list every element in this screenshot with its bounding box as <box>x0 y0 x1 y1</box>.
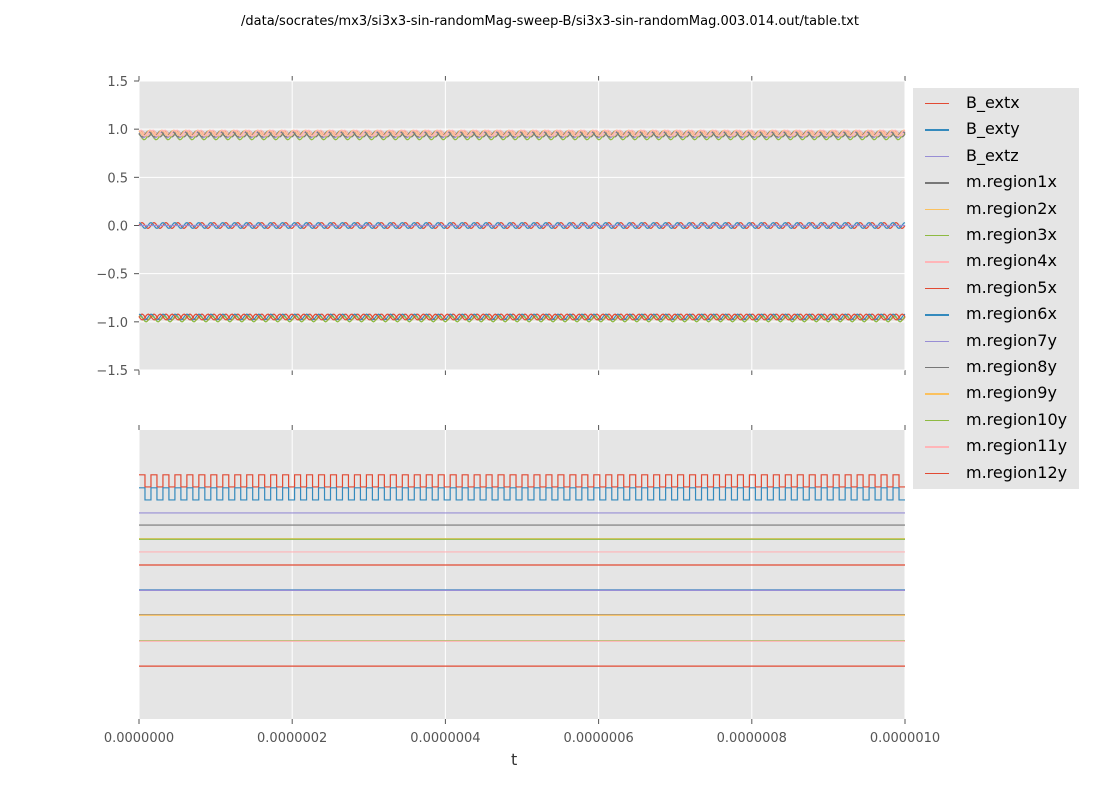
legend-label: m.region4x <box>966 251 1057 271</box>
x-axis-label: t <box>511 750 518 769</box>
legend-swatch <box>925 472 949 474</box>
x-tick-label: 0.0000002 <box>257 731 327 746</box>
legend-label: m.region10y <box>966 409 1068 429</box>
y-tick-label: 1.0 <box>107 123 128 138</box>
series-line-b-exty <box>138 221 906 230</box>
legend-label: B_exty <box>966 119 1020 139</box>
legend-item: m.region6x <box>913 301 1079 327</box>
legend-swatch <box>925 314 949 316</box>
y-tick-label: 0.5 <box>107 171 128 186</box>
y-tick-label: 1.5 <box>107 75 128 90</box>
legend-swatch <box>925 287 949 290</box>
legend-label: m.region6x <box>966 304 1057 324</box>
legend-swatch <box>925 446 949 448</box>
legend-label: m.region8y <box>966 357 1057 376</box>
legend-label: m.region12y <box>966 462 1068 482</box>
series-line-b-extx <box>139 474 905 488</box>
legend-item: m.region9y <box>913 380 1079 406</box>
legend-label: m.region3x <box>966 225 1057 244</box>
legend-label: m.region2x <box>966 198 1057 218</box>
y-tick-label: −0.5 <box>96 268 128 283</box>
series-line-m-region12y <box>138 313 906 321</box>
y-tick-label: −1.5 <box>96 364 128 379</box>
legend-item: B_extx <box>913 90 1079 116</box>
legend-item: m.region1x <box>913 169 1079 195</box>
axes-1: 1.5 1.0 0.5 0.0 −0.5 −1.0 −1.5 <box>96 75 906 379</box>
x-tick-label: 0.0000010 <box>870 731 940 746</box>
legend-label: m.region9y <box>966 383 1057 403</box>
legend-label: B_extx <box>966 93 1020 112</box>
legend-item: m.region2x <box>913 196 1079 222</box>
legend-label: m.region1x <box>966 172 1057 192</box>
x-tick-label: 0.0000008 <box>717 731 787 746</box>
legend-swatch <box>925 340 949 342</box>
legend-swatch <box>925 103 949 105</box>
y-tick-label: 0.0 <box>107 220 128 235</box>
legend-item: m.region4x <box>913 248 1079 274</box>
legend-label: m.region5x <box>966 277 1057 297</box>
x-tick-label: 0.0000004 <box>410 731 480 746</box>
legend-item: m.region5x <box>913 275 1079 301</box>
legend-swatch <box>925 367 949 369</box>
axes-2: 0.0000000 0.0000002 0.0000004 0.0000006 0.00… <box>104 425 940 746</box>
legend-swatch <box>925 235 949 237</box>
legend-item: m.region8y <box>913 354 1079 380</box>
legend-label: m.region11y <box>966 436 1068 456</box>
x-tick-label: 0.0000006 <box>563 731 633 746</box>
legend-swatch <box>925 393 949 395</box>
legend-swatch <box>925 208 949 210</box>
series-line-b-exty <box>139 487 905 501</box>
legend-item: m.region7y <box>913 328 1079 354</box>
legend-label: m.region7y <box>966 330 1057 350</box>
legend-item: m.region12y <box>913 460 1079 486</box>
x-tick-label: 0.0000000 <box>104 731 174 746</box>
legend: B_extx B_exty B_extz m.region1x m.region2x m.… <box>913 88 1079 489</box>
legend-swatch <box>925 155 949 158</box>
legend-swatch <box>925 129 949 131</box>
legend-label: B_extz <box>966 145 1019 165</box>
plot-background <box>139 430 905 719</box>
y-tick-label: −1.0 <box>96 316 128 331</box>
legend-item: m.region3x <box>913 222 1079 248</box>
series-line-m-region11y <box>138 129 906 137</box>
legend-swatch <box>925 182 949 184</box>
chart-title: /data/socrates/mx3/si3x3-sin-randomMag-s… <box>241 14 859 29</box>
legend-item: m.region11y <box>913 433 1079 459</box>
legend-swatch <box>925 419 949 422</box>
legend-item: m.region10y <box>913 407 1079 433</box>
legend-item: B_exty <box>913 116 1079 142</box>
legend-swatch <box>925 261 949 263</box>
series-line-m-region4x <box>138 129 906 137</box>
legend-item: B_extz <box>913 143 1079 169</box>
